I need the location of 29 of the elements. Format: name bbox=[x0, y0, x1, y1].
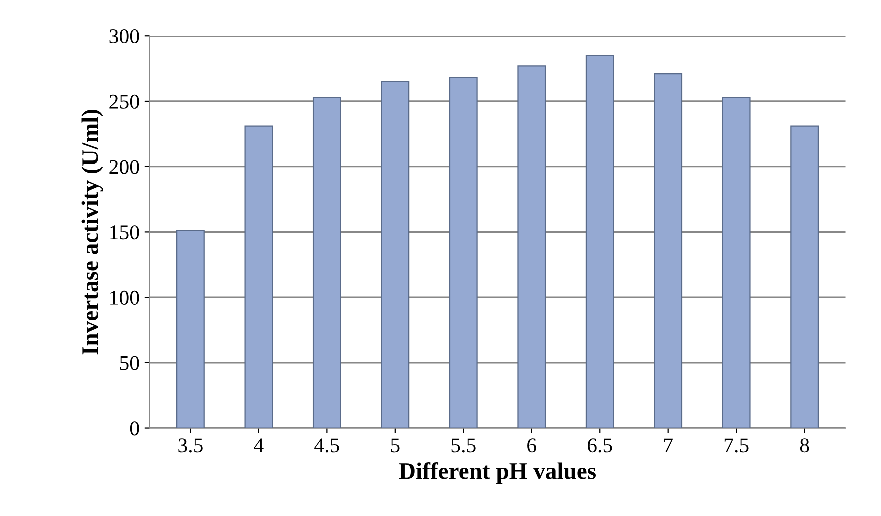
bar bbox=[244, 126, 274, 428]
bar bbox=[518, 66, 546, 428]
y-tick-label: 0 bbox=[130, 422, 140, 436]
y-tick-label: 300 bbox=[110, 29, 140, 44]
y-tick-label: 100 bbox=[110, 290, 140, 305]
x-tick-label: 6.5 bbox=[588, 438, 612, 453]
y-axis-title: Invertase activity (U/ml) bbox=[82, 110, 104, 355]
y-tick-label: 250 bbox=[110, 94, 140, 109]
y-tick-label: 200 bbox=[110, 160, 140, 174]
bar bbox=[176, 230, 205, 428]
bar bbox=[790, 126, 820, 428]
x-tick-label: 4.5 bbox=[314, 438, 340, 453]
bar bbox=[722, 97, 751, 428]
bar bbox=[381, 81, 410, 428]
bar bbox=[586, 55, 614, 428]
x-tick-label: 8 bbox=[800, 438, 810, 453]
x-tick-label: 4 bbox=[254, 438, 264, 452]
x-tick-label: 6 bbox=[528, 438, 536, 453]
x-tick-label: 7.5 bbox=[724, 438, 749, 453]
x-tick-label: 3.5 bbox=[178, 438, 203, 453]
y-tick-label: 150 bbox=[110, 226, 140, 240]
x-tick-label: 5.5 bbox=[452, 438, 476, 453]
x-tick-label: 7 bbox=[664, 438, 673, 452]
y-tick-label: 50 bbox=[120, 356, 140, 370]
x-axis-title: Different pH values bbox=[399, 462, 596, 484]
bar bbox=[312, 97, 342, 428]
bar bbox=[449, 77, 478, 428]
x-tick-label: 5 bbox=[391, 438, 400, 453]
bar bbox=[654, 73, 683, 428]
